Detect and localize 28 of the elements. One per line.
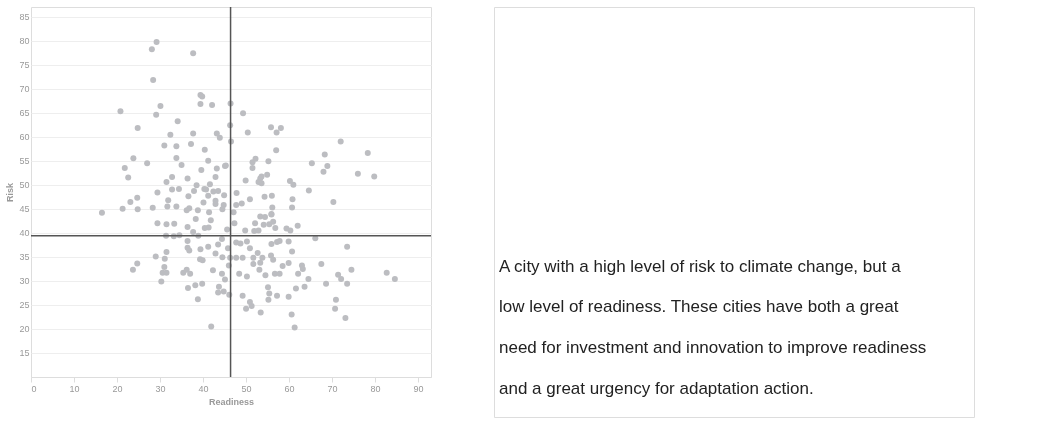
x-tick-label: 50 [241, 383, 252, 394]
y-tick-label: 75 [19, 60, 30, 71]
x-tick-label: 70 [327, 383, 338, 394]
y-tick-label: 20 [19, 324, 30, 335]
y-tick-label: 30 [19, 276, 30, 287]
y-tick-label: 50 [19, 180, 30, 191]
y-tick-label: 80 [19, 36, 30, 47]
x-tick-label: 0 [31, 383, 37, 394]
x-tick-label: 20 [112, 383, 123, 394]
y-tick-label: 70 [19, 84, 30, 95]
y-tick-label: 85 [19, 12, 30, 23]
y-axis-title: Risk [5, 182, 16, 203]
x-tick-label: 10 [69, 383, 80, 394]
x-tick-label: 90 [413, 383, 424, 394]
x-tick-label: 30 [155, 383, 166, 394]
x-tick-label: 40 [198, 383, 209, 394]
y-tick-label: 15 [19, 348, 30, 359]
y-tick-label: 25 [19, 300, 30, 311]
y-tick-label: 60 [19, 132, 30, 143]
y-tick-label: 45 [19, 204, 30, 215]
y-tick-label: 55 [19, 156, 30, 167]
x-tick-label: 60 [284, 383, 295, 394]
y-tick-label: 40 [19, 228, 30, 239]
x-axis-title: Readiness [208, 396, 255, 407]
y-tick-label: 65 [19, 108, 30, 119]
text: A city with a high level of risk to climate change, but a low level of readiness. These cities have both a great need for investment and innovation to improve readiness and a great urgency for adaptation action. [499, 256, 927, 398]
x-tick-label: 80 [370, 383, 381, 394]
y-tick-label: 35 [19, 252, 30, 263]
